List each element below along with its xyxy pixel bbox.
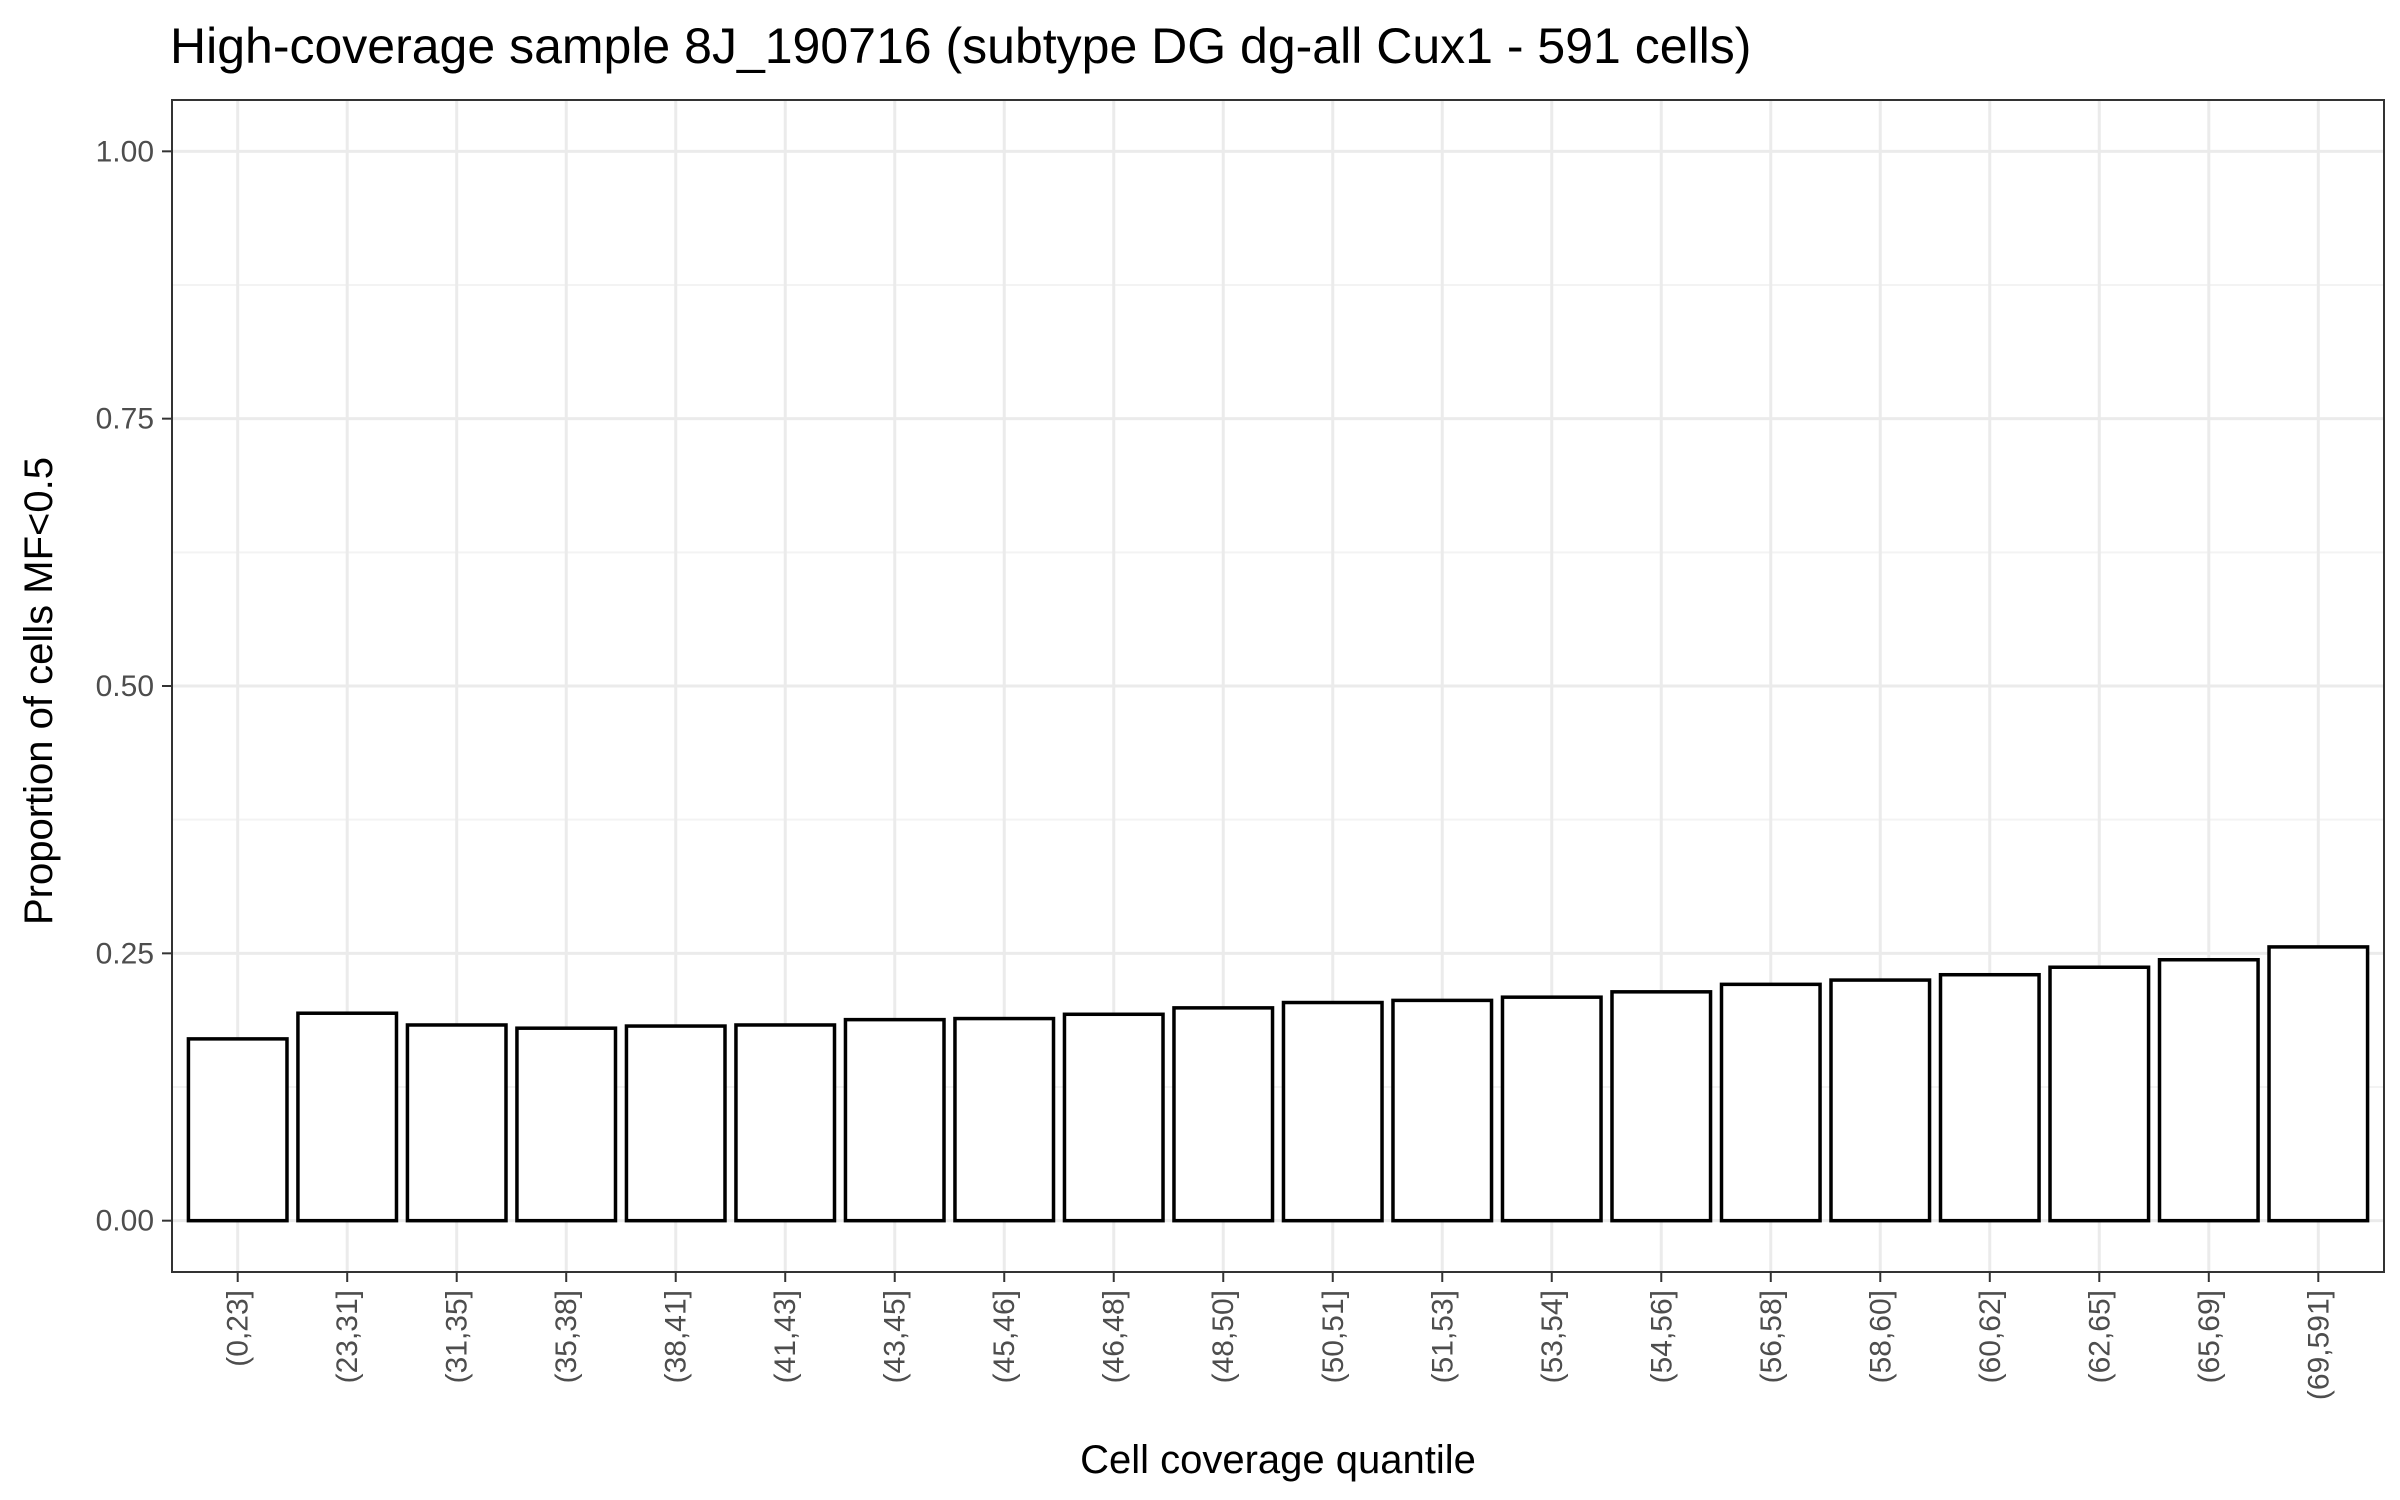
bar — [1062, 1012, 1165, 1223]
bar — [843, 1017, 946, 1223]
x-tick-label: (45,46] — [988, 1290, 1021, 1383]
bar — [1172, 1006, 1275, 1223]
bar — [1829, 978, 1932, 1223]
bar — [2267, 945, 2370, 1223]
x-tick-label: (41,43] — [769, 1290, 802, 1383]
y-tick-label: 1.00 — [96, 135, 154, 168]
bar — [2048, 965, 2151, 1223]
bar — [1719, 982, 1822, 1223]
bar — [296, 1011, 399, 1223]
bars — [186, 945, 2370, 1223]
x-tick-label: (62,65] — [2083, 1290, 2116, 1383]
y-axis: 0.00 0.25 0.50 0.75 1.00 — [96, 135, 172, 1238]
bar — [1500, 995, 1603, 1223]
x-tick-label: (23,31] — [331, 1290, 364, 1383]
x-tick-label: (58,60] — [1864, 1290, 1897, 1383]
x-tick-label: (31,35] — [441, 1290, 474, 1383]
bar — [1610, 990, 1713, 1223]
x-tick-label: (43,45] — [879, 1290, 912, 1383]
x-tick-label: (60,62] — [1974, 1290, 2007, 1383]
y-tick-label: 0.00 — [96, 1205, 154, 1238]
bar — [624, 1024, 727, 1223]
bar — [405, 1023, 508, 1223]
y-tick-label: 0.50 — [96, 670, 154, 703]
x-tick-label: (69,591] — [2302, 1290, 2335, 1400]
x-tick-label: (48,50] — [1207, 1290, 1240, 1383]
bar — [953, 1016, 1056, 1223]
x-tick-label: (51,53] — [1426, 1290, 1459, 1383]
x-tick-label: (38,41] — [660, 1290, 693, 1383]
y-axis-title: Proportion of cells MF<0.5 — [17, 457, 61, 925]
x-tick-label: (54,56] — [1645, 1290, 1678, 1383]
chart-title: High-coverage sample 8J_190716 (subtype … — [170, 18, 1751, 74]
x-tick-label: (35,38] — [550, 1290, 583, 1383]
bar — [1391, 998, 1494, 1223]
bar — [515, 1026, 618, 1223]
bar — [186, 1037, 289, 1223]
bar — [734, 1023, 837, 1223]
y-tick-label: 0.25 — [96, 937, 154, 970]
y-tick-label: 0.75 — [96, 403, 154, 436]
x-tick-label: (46,48] — [1098, 1290, 1131, 1383]
x-tick-label: (53,54] — [1536, 1290, 1569, 1383]
bar — [1281, 1000, 1384, 1223]
x-tick-label: (50,51] — [1317, 1290, 1350, 1383]
x-tick-label: (56,58] — [1755, 1290, 1788, 1383]
bar — [1938, 972, 2041, 1223]
x-tick-label: (65,69] — [2193, 1290, 2226, 1383]
x-axis: (0,23] (23,31] (31,35] (35,38] (38,41] (41,43… — [222, 1272, 2335, 1400]
bar — [2157, 958, 2260, 1223]
x-axis-title: Cell coverage quantile — [1080, 1438, 1476, 1482]
x-tick-label: (0,23] — [222, 1290, 255, 1367]
